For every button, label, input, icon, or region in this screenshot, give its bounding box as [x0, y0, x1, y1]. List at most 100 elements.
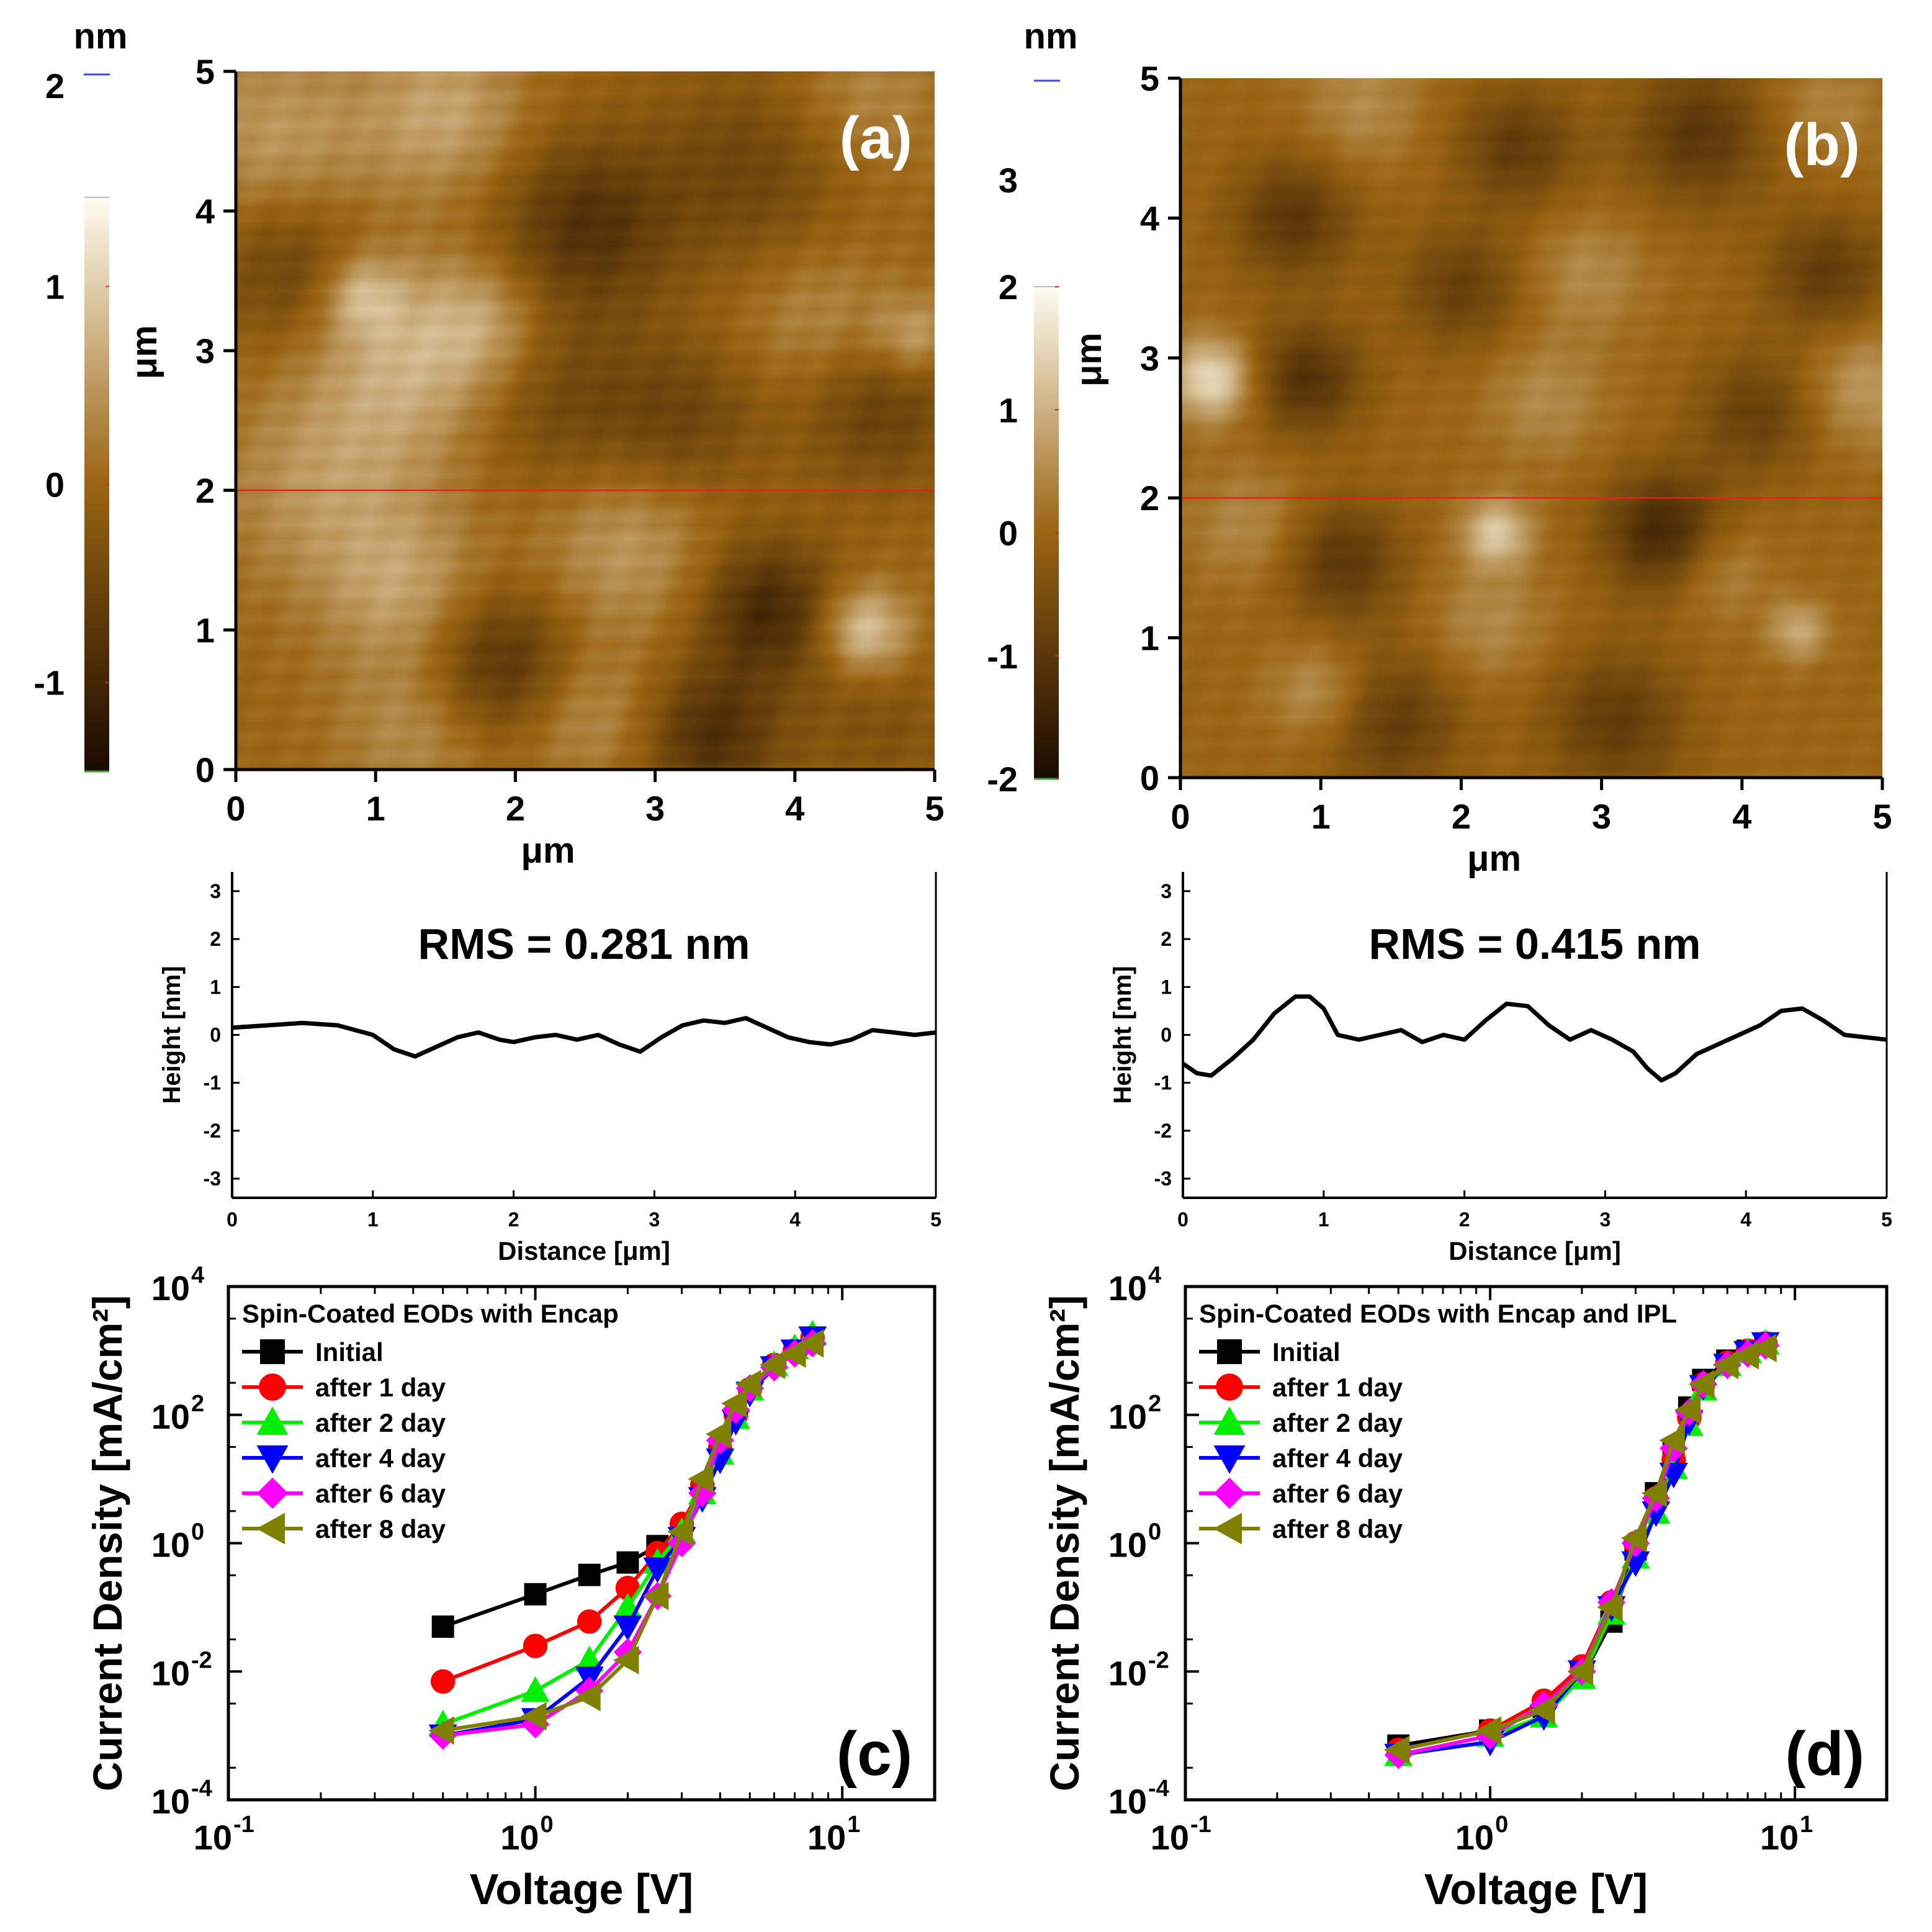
- series-line-d-1: [1398, 1341, 1766, 1752]
- series-line-d-5: [1398, 1346, 1766, 1752]
- y-tick-label-b: 3: [1140, 339, 1159, 378]
- x-tick-label-b: 2: [1452, 797, 1471, 836]
- data-point-c-5: [521, 1702, 547, 1731]
- x-tick-label-b_profile: 3: [1600, 1208, 1611, 1231]
- x-tick-label-a_profile: 0: [227, 1208, 238, 1231]
- y-tick-label-base-d: 10: [1108, 1782, 1147, 1821]
- y-tick-label-exp-d: -4: [1148, 1776, 1169, 1802]
- legend-d: Spin-Coated EODs with Encap and IPL Initi…: [1199, 1299, 1677, 1545]
- legend-marker-d: [1217, 1339, 1242, 1364]
- data-point-c-5: [706, 1419, 732, 1449]
- x-tick-label-a_profile: 4: [789, 1208, 801, 1231]
- y-tick-label-b_profile: -2: [1154, 1120, 1172, 1142]
- y-tick-label-b_profile: 0: [1161, 1024, 1172, 1046]
- series-c-5: [428, 1329, 824, 1745]
- y-tick-label-base-d: 10: [1108, 1653, 1147, 1692]
- data-point-c-1: [577, 1609, 602, 1634]
- series-line-d-3: [1398, 1341, 1766, 1757]
- colorbar-tick-label-b: 1: [999, 390, 1018, 429]
- y-tick-label-exp-c: 4: [191, 1262, 204, 1288]
- y-tick-label-base-d: 10: [1108, 1525, 1147, 1565]
- x-tick-label-exp-d: 1: [1800, 1812, 1813, 1838]
- x-tick-label-a: 5: [925, 789, 944, 828]
- x-tick-label-base-c: 10: [194, 1818, 232, 1857]
- x-tick-label-c: 10 -1: [194, 1812, 254, 1857]
- legend-label-c: after 4 day: [315, 1444, 446, 1473]
- colorbar-a: [84, 197, 109, 771]
- y-tick-label-b: 4: [1140, 199, 1159, 238]
- data-point-c-1: [523, 1633, 548, 1658]
- y-axis-label-a_profile: Height [nm]: [158, 966, 186, 1103]
- y-tick-label-d: 10 2: [1108, 1391, 1161, 1436]
- y-tick-label-exp-c: 2: [191, 1391, 204, 1417]
- y-tick-label-a_profile: 0: [210, 1024, 221, 1046]
- y-tick-label-a_profile: -1: [204, 1072, 221, 1094]
- data-point-c-3: [643, 1557, 672, 1583]
- panel-label-a: (a): [840, 105, 912, 171]
- y-tick-label-b_profile: 1: [1161, 976, 1172, 998]
- afm-height-map-a: [236, 71, 935, 770]
- series-d-5: [1383, 1334, 1777, 1764]
- colorbar-b: [1034, 287, 1059, 779]
- x-tick-label-exp-c: 1: [847, 1812, 860, 1838]
- x-tick-label-b: 5: [1872, 797, 1892, 836]
- x-tick-label-b_profile: 4: [1740, 1208, 1751, 1231]
- y-tick-label-b: 5: [1140, 59, 1159, 98]
- data-point-c-0: [431, 1615, 454, 1638]
- afm-panel-b: 0 1 2 3 4 5 0 1 2 3 4 5 μm μm (b) -2 -1 0 1 2 3 nm: [987, 16, 1892, 879]
- y-tick-label-exp-d: 0: [1148, 1519, 1161, 1545]
- data-point-c-5: [613, 1646, 639, 1674]
- x-tick-label-a_profile: 5: [930, 1208, 941, 1231]
- y-tick-label-base-c: 10: [151, 1782, 190, 1821]
- x-tick-label-exp-c: -1: [233, 1812, 254, 1838]
- legend-label-d: after 2 day: [1272, 1408, 1403, 1437]
- y-tick-label-b: 0: [1140, 758, 1159, 798]
- y-tick-label-a_profile: 3: [210, 880, 221, 902]
- x-tick-label-d: 10 1: [1760, 1812, 1813, 1857]
- legend-marker-c: [256, 1406, 289, 1435]
- colorbar-unit-a: nm: [74, 16, 128, 56]
- data-point-d-5: [1529, 1696, 1555, 1725]
- legend-label-d: after 4 day: [1272, 1444, 1403, 1473]
- x-tick-label-b: 1: [1311, 797, 1331, 836]
- y-tick-label-b: 2: [1140, 479, 1159, 518]
- y-tick-label-a: 0: [195, 750, 215, 789]
- data-point-c-0: [578, 1563, 601, 1586]
- data-point-d-5: [1621, 1524, 1647, 1553]
- data-point-d-5: [1383, 1735, 1410, 1764]
- legend-label-d: Initial: [1272, 1337, 1341, 1367]
- y-tick-label-exp-c: 0: [191, 1519, 204, 1545]
- legend-marker-c: [256, 1512, 285, 1545]
- data-point-c-5: [721, 1389, 747, 1418]
- data-point-d-5: [1659, 1426, 1685, 1455]
- colorbar-top-label-b: 3: [999, 161, 1018, 200]
- y-tick-label-a: 2: [195, 471, 215, 510]
- legend-c: Spin-Coated EODs with Encap Initial after …: [242, 1299, 619, 1545]
- series-c-3: [428, 1326, 827, 1750]
- x-tick-label-b_profile: 0: [1177, 1208, 1188, 1231]
- series-d-3: [1384, 1332, 1780, 1770]
- data-point-c-5: [575, 1683, 601, 1712]
- x-tick-label-d: 10 -1: [1151, 1812, 1211, 1857]
- colorbar-tick-label-b: 2: [999, 267, 1018, 307]
- x-axis-label-c: Voltage [V]: [470, 1865, 693, 1913]
- y-tick-label-c: 10 2: [151, 1391, 204, 1436]
- rms-label-a_profile: RMS = 0.281 nm: [418, 920, 750, 968]
- x-tick-label-c: 10 1: [807, 1812, 860, 1857]
- y-tick-label-c: 10 -4: [151, 1776, 212, 1821]
- legend-marker-c: [260, 1339, 285, 1364]
- legend-label-c: after 6 day: [315, 1479, 446, 1508]
- legend-label-d: after 1 day: [1272, 1373, 1403, 1402]
- x-axis-label-a_profile: Distance [μm]: [498, 1236, 670, 1265]
- x-tick-label-a: 1: [366, 789, 385, 828]
- legend-marker-d: [1216, 1373, 1243, 1401]
- profile-panel-a_profile: 0 1 2 3 4 5 -3 -2 -1 0 1 2 3 RMS = 0.281 nm Distance […: [158, 872, 941, 1265]
- y-tick-label-b_profile: -3: [1154, 1167, 1172, 1190]
- legend-label-d: after 8 day: [1272, 1514, 1403, 1543]
- afm-height-map-b: [1180, 78, 1882, 778]
- y-tick-label-a: 5: [195, 52, 215, 91]
- colorbar-tick-label-b: -1: [987, 637, 1018, 676]
- profile-panel-b_profile: 0 1 2 3 4 5 -3 -2 -1 0 1 2 3 RMS = 0.415 nm Distance […: [1109, 872, 1892, 1265]
